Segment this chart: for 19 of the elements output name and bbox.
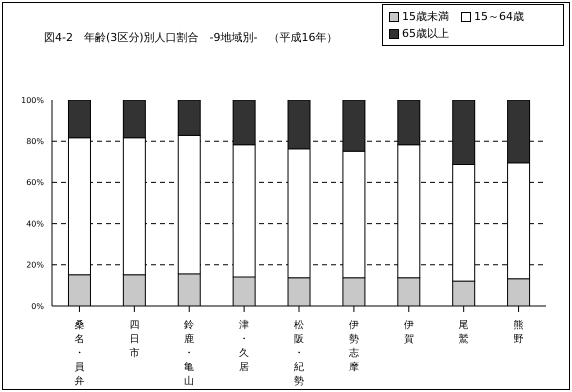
x-tick-label: 熊野	[514, 319, 524, 345]
y-tick-label: 80%	[26, 137, 44, 146]
y-tick-label: 0%	[31, 302, 44, 311]
y-tick-label: 100%	[21, 96, 44, 105]
legend-label: 15～64歳	[474, 9, 524, 24]
x-tick-label: 津・久居	[239, 319, 250, 373]
x-tick-label: 鈴鹿・亀山	[184, 319, 194, 387]
x-tick-label: 桑名・員弁	[74, 320, 84, 387]
x-tick-label: 松阪・紀勢	[294, 319, 304, 387]
y-tick-label: 20%	[26, 260, 44, 270]
y-tick-label: 40%	[26, 219, 44, 228]
x-tick-label: 伊賀	[404, 320, 414, 345]
x-tick-label: 伊勢志摩	[348, 320, 359, 373]
legend-label: 65歳以上	[402, 26, 449, 41]
x-tick-label: 尾鷲	[458, 320, 469, 345]
legend-label: 15歳未満	[402, 9, 449, 24]
chart-title: 図4-2 年齢(3区分)別人口割合 -9地域別- （平成16年）	[44, 30, 338, 45]
x-tick-label: 四日市	[129, 320, 140, 359]
y-tick-label: 60%	[26, 178, 44, 188]
